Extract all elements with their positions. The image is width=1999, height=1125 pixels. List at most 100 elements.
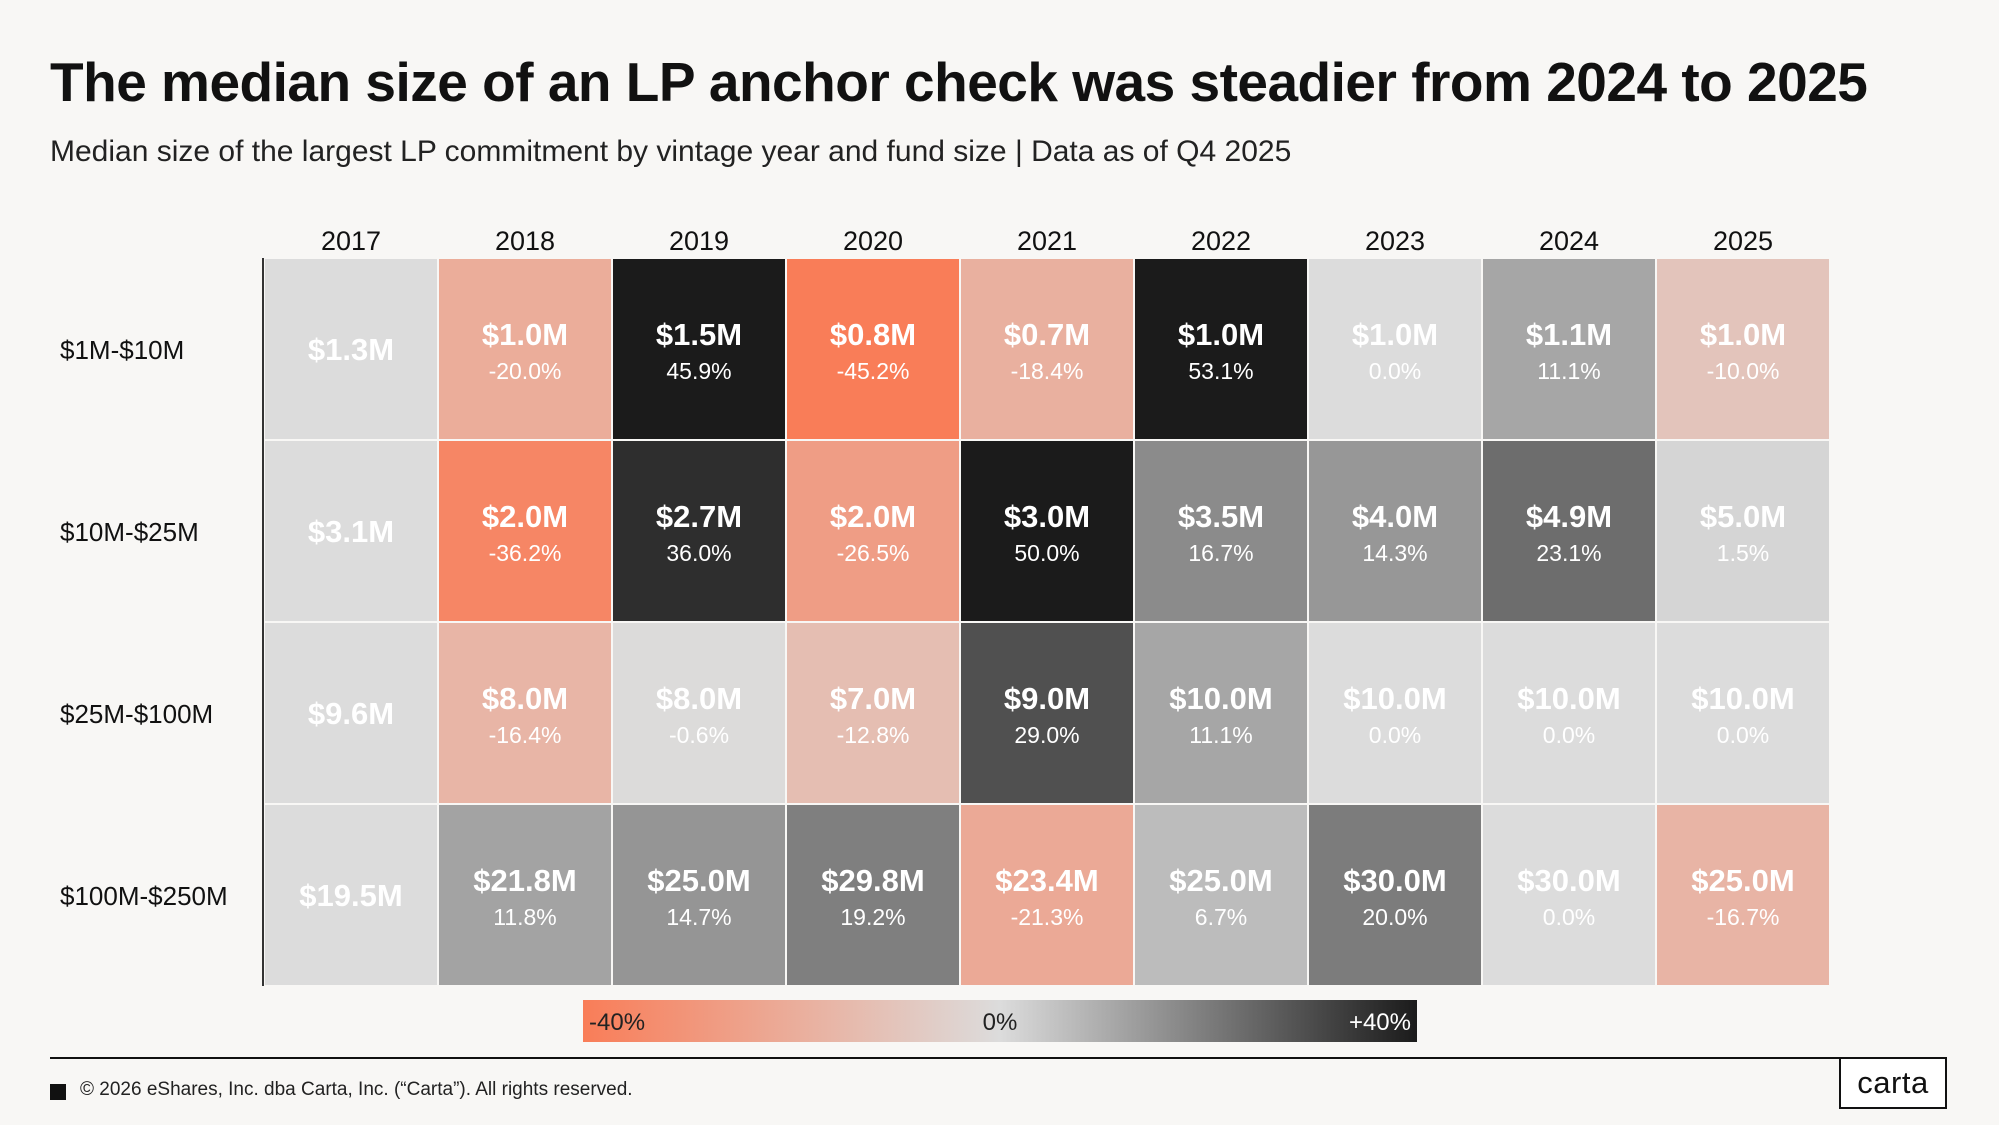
heatmap-cell: $3.1M	[263, 439, 439, 623]
heatmap-cell: $1.0M -10.0%	[1655, 257, 1831, 441]
heatmap-cell-rect	[1133, 257, 1309, 441]
heatmap-cell-rect	[437, 439, 613, 623]
heatmap-cell: $9.0M 29.0%	[959, 621, 1135, 805]
cell-change-label: -16.7%	[1707, 904, 1780, 930]
cell-change-label: -45.2%	[837, 358, 910, 384]
cell-value-label: $10.0M	[1691, 681, 1794, 716]
color-scale-bar	[583, 1000, 1417, 1042]
cell-value-label: $21.8M	[473, 863, 576, 898]
heatmap-cells: $1.3M $1.0M-20.0%$1.5M45.9%$0.8M-45.2%$0.…	[263, 257, 1831, 987]
cell-value-label: $10.0M	[1517, 681, 1620, 716]
heatmap-cell: $10.0M 11.1%	[1133, 621, 1309, 805]
color-scale-label: +40%	[1349, 1009, 1411, 1036]
heatmap-cell: $1.5M 45.9%	[611, 257, 787, 441]
heatmap-cell: $8.0M -0.6%	[611, 621, 787, 805]
column-header-2022: 2022	[1191, 226, 1251, 256]
heatmap-cell: $7.0M -12.8%	[785, 621, 961, 805]
cell-change-label: 0.0%	[1543, 722, 1595, 748]
cell-change-label: 14.7%	[666, 904, 731, 930]
cell-change-label: 0.0%	[1369, 358, 1421, 384]
heatmap-cell: $5.0M 1.5%	[1655, 439, 1831, 623]
heatmap-cell-rect	[1307, 803, 1483, 987]
heatmap-cell: $25.0M 14.7%	[611, 803, 787, 987]
cell-change-label: 0.0%	[1717, 722, 1769, 748]
heatmap-cell-rect	[263, 803, 439, 987]
cell-value-label: $25.0M	[647, 863, 750, 898]
heatmap-cell: $10.0M 0.0%	[1655, 621, 1831, 805]
cell-change-label: 50.0%	[1014, 540, 1079, 566]
heatmap-cell: $4.0M 14.3%	[1307, 439, 1483, 623]
color-scale-label: -40%	[589, 1009, 645, 1036]
heatmap-cell-rect	[959, 439, 1135, 623]
cell-change-label: 0.0%	[1369, 722, 1421, 748]
cell-value-label: $1.1M	[1526, 317, 1612, 352]
heatmap-cell: $1.3M	[263, 257, 439, 441]
cell-change-label: -16.4%	[489, 722, 562, 748]
cell-value-label: $1.0M	[1178, 317, 1264, 352]
column-header-2017: 2017	[321, 226, 381, 256]
heatmap-cell-rect	[611, 439, 787, 623]
cell-change-label: -20.0%	[489, 358, 562, 384]
column-headers: 2017 2018 2019 2020 2021 2022 2023 2024 2025	[321, 226, 1773, 256]
cell-change-label: 0.0%	[1543, 904, 1595, 930]
footer-divider	[50, 1057, 1840, 1059]
cell-value-label: $5.0M	[1700, 499, 1786, 534]
heatmap-cell: $2.0M -26.5%	[785, 439, 961, 623]
cell-value-label: $3.0M	[1004, 499, 1090, 534]
heatmap-cell-rect	[785, 439, 961, 623]
column-header-2025: 2025	[1713, 226, 1773, 256]
cell-value-label: $25.0M	[1169, 863, 1272, 898]
heatmap-cell-rect	[611, 621, 787, 805]
heatmap-cell: $10.0M 0.0%	[1481, 621, 1657, 805]
cell-value-label: $2.7M	[656, 499, 742, 534]
heatmap-cell-rect	[1655, 439, 1831, 623]
cell-value-label: $4.9M	[1526, 499, 1612, 534]
cell-value-label: $23.4M	[995, 863, 1098, 898]
heatmap-cell-rect	[1307, 621, 1483, 805]
cell-change-label: -26.5%	[837, 540, 910, 566]
cell-change-label: 20.0%	[1362, 904, 1427, 930]
column-header-2019: 2019	[669, 226, 729, 256]
cell-change-label: 45.9%	[666, 358, 731, 384]
heatmap-cell: $30.0M 0.0%	[1481, 803, 1657, 987]
cell-value-label: $3.1M	[308, 514, 394, 549]
cell-value-label: $2.0M	[830, 499, 916, 534]
heatmap-cell: $1.0M -20.0%	[437, 257, 613, 441]
cell-change-label: 53.1%	[1188, 358, 1253, 384]
heatmap-cell: $19.5M	[263, 803, 439, 987]
cell-change-label: 6.7%	[1195, 904, 1247, 930]
cell-value-label: $30.0M	[1517, 863, 1620, 898]
cell-value-label: $2.0M	[482, 499, 568, 534]
heatmap-cell: $8.0M -16.4%	[437, 621, 613, 805]
heatmap-cell-rect	[785, 803, 961, 987]
heatmap-cell: $30.0M 20.0%	[1307, 803, 1483, 987]
row-header: $25M-$100M	[60, 699, 213, 729]
cell-value-label: $8.0M	[482, 681, 568, 716]
cell-change-label: 36.0%	[666, 540, 731, 566]
heatmap-cell: $4.9M 23.1%	[1481, 439, 1657, 623]
cell-value-label: $30.0M	[1343, 863, 1446, 898]
cell-change-label: 14.3%	[1362, 540, 1427, 566]
cell-change-label: -12.8%	[837, 722, 910, 748]
cell-change-label: 11.1%	[1537, 358, 1601, 384]
column-header-2021: 2021	[1017, 226, 1077, 256]
cell-value-label: $9.0M	[1004, 681, 1090, 716]
cell-change-label: 1.5%	[1717, 540, 1769, 566]
heatmap-cell-rect	[263, 439, 439, 623]
heatmap-cell: $0.7M -18.4%	[959, 257, 1135, 441]
cell-change-label: -10.0%	[1707, 358, 1780, 384]
heatmap-cell-rect	[1481, 803, 1657, 987]
heatmap-cell-rect	[1307, 257, 1483, 441]
carta-logo: carta	[1839, 1057, 1947, 1109]
column-header-2018: 2018	[495, 226, 555, 256]
cell-value-label: $10.0M	[1169, 681, 1272, 716]
cell-value-label: $7.0M	[830, 681, 916, 716]
cell-change-label: 16.7%	[1188, 540, 1253, 566]
cell-value-label: $1.0M	[1352, 317, 1438, 352]
heatmap-cell: $23.4M -21.3%	[959, 803, 1135, 987]
heatmap-cell: $3.5M 16.7%	[1133, 439, 1309, 623]
column-header-2023: 2023	[1365, 226, 1425, 256]
heatmap-cell: $1.0M 0.0%	[1307, 257, 1483, 441]
heatmap-cell-rect	[611, 803, 787, 987]
